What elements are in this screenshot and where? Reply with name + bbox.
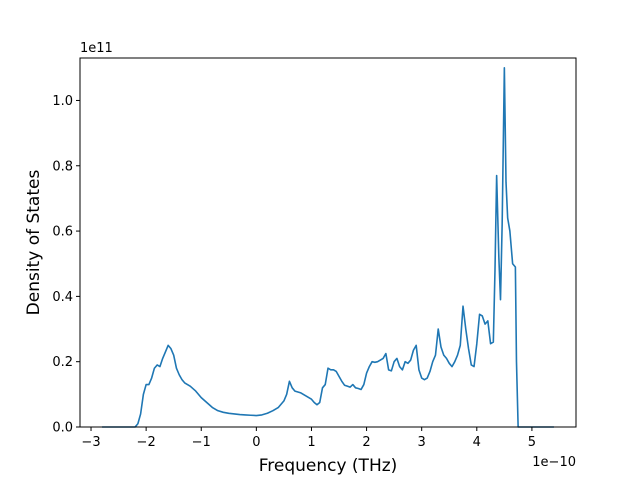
y-tick-label: 0.4 — [52, 290, 73, 305]
x-tick-label: −1 — [192, 435, 211, 450]
x-tick-label: 3 — [418, 435, 426, 450]
x-axis-label: Frequency (THz) — [259, 456, 398, 476]
y-tick-label: 0.0 — [52, 421, 73, 436]
axes-frame — [79, 57, 577, 428]
x-tick-label: 0 — [252, 435, 260, 450]
plot-area — [79, 57, 577, 428]
x-tick-label: 1 — [307, 435, 315, 450]
ticks: −3 −2 −1 0 1 2 3 4 5 0.0 0.2 0.4 0.6 0.8 1.0 — [52, 94, 536, 450]
y-tick-label: 0.2 — [52, 355, 73, 370]
x-tick-label: 2 — [362, 435, 370, 450]
y-tick-label: 0.6 — [52, 225, 73, 240]
y-axis-label: Density of States — [24, 170, 44, 316]
x-offset-text: 1e−10 — [532, 455, 576, 470]
y-tick-label: 1.0 — [52, 94, 73, 109]
y-tick-label: 0.8 — [52, 159, 73, 174]
x-tick-label: −2 — [137, 435, 156, 450]
x-tick-label: 5 — [528, 435, 536, 450]
y-offset-text: 1e11 — [80, 41, 113, 56]
x-tick-label: 4 — [473, 435, 481, 450]
x-tick-label: −3 — [81, 435, 100, 450]
series-line-0 — [102, 67, 554, 428]
